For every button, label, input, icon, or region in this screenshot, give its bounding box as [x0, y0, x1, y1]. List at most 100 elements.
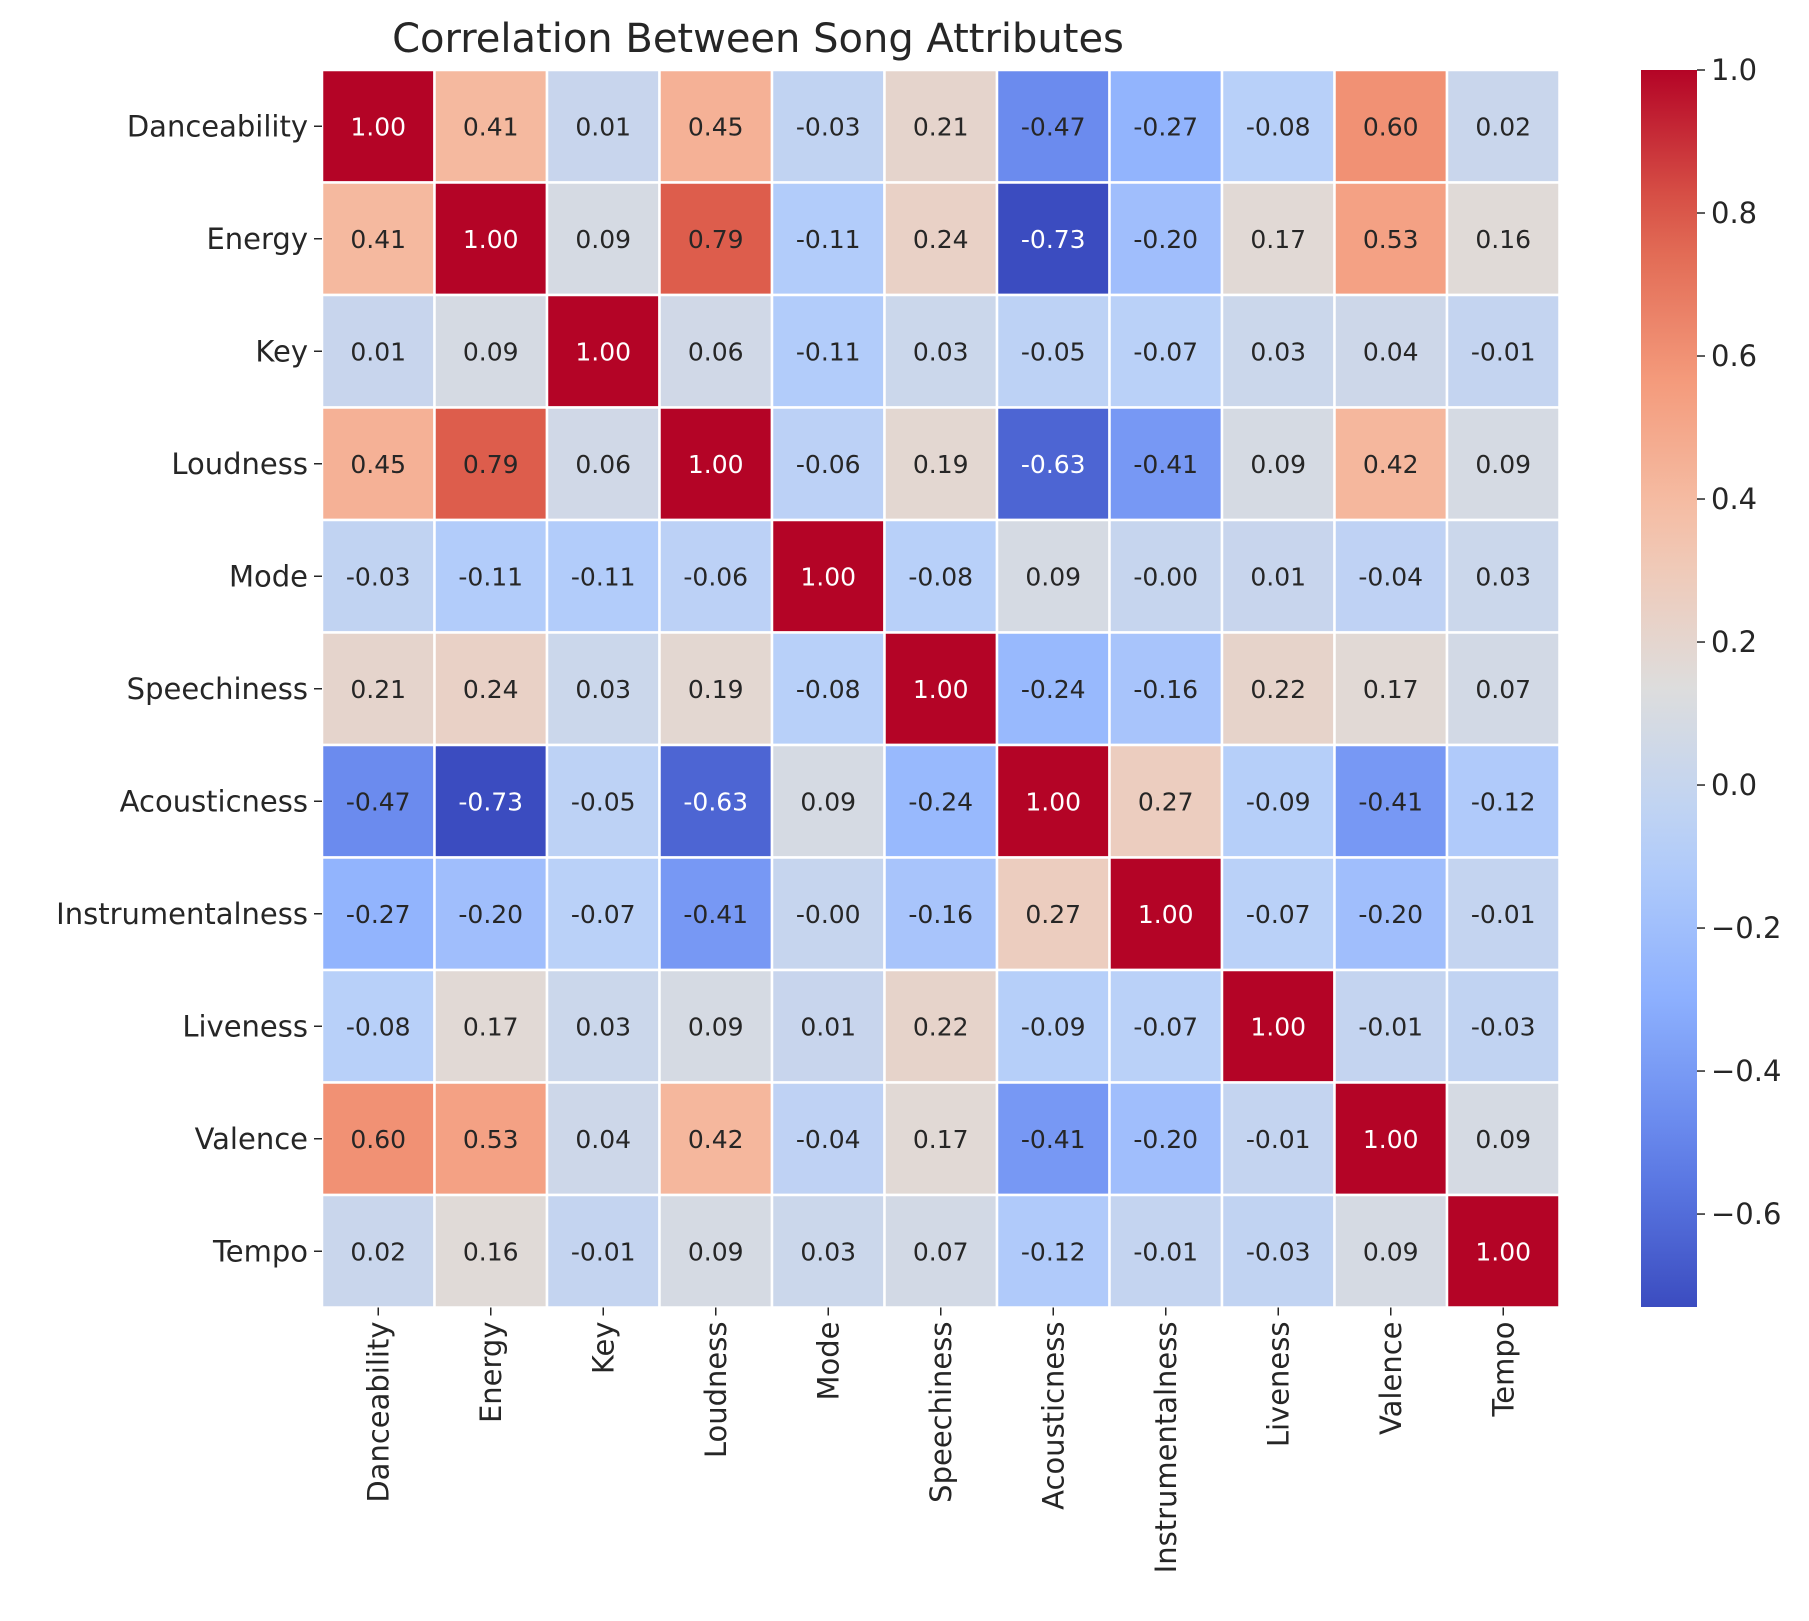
- cell-value-label: -0.01: [1246, 1125, 1311, 1154]
- y-tick-label: Instrumentalness: [56, 897, 308, 931]
- y-tick-label: Danceability: [127, 109, 308, 143]
- cell-value-label: 1.00: [688, 450, 744, 479]
- heatmap-cell: [1333, 743, 1449, 859]
- cell-value-label: 1.00: [800, 562, 856, 591]
- colorbar-tick-label: 0.4: [1711, 482, 1757, 516]
- heatmap-cell: [1220, 181, 1336, 297]
- heatmap-cell: [545, 1081, 661, 1197]
- colorbar-tick-label: 0.8: [1711, 196, 1757, 230]
- x-axis-labels: Danceability Energy Key Loudness Mode Speechi…: [361, 1307, 1520, 1574]
- heatmap-cell: [545, 181, 661, 297]
- cell-value-label: 0.09: [1363, 1237, 1419, 1266]
- cell-value-label: -0.07: [571, 900, 636, 929]
- heatmap-cell: [995, 293, 1111, 409]
- heatmap-cell: [320, 631, 436, 747]
- heatmap-cell: [1108, 181, 1224, 297]
- x-tick-label: Danceability: [361, 1322, 395, 1503]
- heatmap-cell: [658, 1081, 774, 1197]
- cell-value-label: 1.00: [1025, 787, 1081, 816]
- cell-value-label: -0.11: [796, 225, 861, 254]
- heatmap-cell: [1445, 1081, 1561, 1197]
- heatmap-cell: [1108, 968, 1224, 1084]
- heatmap-cell: [770, 1193, 886, 1309]
- heatmap-cell: [1333, 856, 1449, 972]
- cell-value-label: 0.60: [350, 1125, 406, 1154]
- cell-value-label: 0.22: [913, 1012, 969, 1041]
- cell-value-label: 0.22: [1250, 675, 1306, 704]
- heatmap-cell: [883, 1081, 999, 1197]
- cell-value-label: 0.06: [575, 450, 631, 479]
- heatmap-cell: [545, 968, 661, 1084]
- y-tick-label: Key: [255, 334, 308, 368]
- cell-value-label: 1.00: [913, 675, 969, 704]
- cell-value-label: 0.24: [463, 675, 519, 704]
- heatmap-cell: [658, 631, 774, 747]
- heatmap-cell: [995, 518, 1111, 634]
- colorbar-tick-label: 0.0: [1711, 768, 1757, 802]
- heatmap-cell: [1445, 856, 1561, 972]
- cell-value-label: 0.01: [575, 112, 631, 141]
- heatmap-cell: [1333, 68, 1449, 184]
- x-tick-label: Tempo: [1486, 1322, 1520, 1418]
- cell-value-label: 0.09: [575, 225, 631, 254]
- cell-value-label: -0.27: [346, 900, 411, 929]
- cell-value-label: -0.73: [458, 787, 523, 816]
- cell-value-label: 1.00: [350, 112, 406, 141]
- cell-value-label: -0.20: [1133, 225, 1198, 254]
- cell-value-label: -0.03: [1471, 1012, 1536, 1041]
- cell-value-label: 0.60: [1363, 112, 1419, 141]
- cell-value-label: 0.07: [1475, 675, 1531, 704]
- cell-value-label: -0.63: [683, 787, 748, 816]
- cell-value-label: 1.00: [1138, 900, 1194, 929]
- cell-value-label: -0.01: [1133, 1237, 1198, 1266]
- heatmap-cell: [545, 406, 661, 522]
- heatmap-cell: [1445, 406, 1561, 522]
- heatmap-cell: [1445, 293, 1561, 409]
- cell-value-label: 0.01: [1250, 562, 1306, 591]
- cell-value-label: 1.00: [1363, 1125, 1419, 1154]
- y-tick-label: Tempo: [212, 1234, 308, 1268]
- heatmap-cell: [995, 406, 1111, 522]
- cell-value-label: 0.17: [1250, 225, 1306, 254]
- cell-value-label: 0.19: [913, 450, 969, 479]
- cell-value-label: -0.04: [1358, 562, 1423, 591]
- x-tick-label: Valence: [1374, 1322, 1408, 1435]
- colorbar-ticks: 1.0 0.8 0.6 0.4 0.2 0.0 −0.2 −0.4 −0.6: [1697, 53, 1781, 1231]
- cell-value-label: 1.00: [463, 225, 519, 254]
- heatmap-cell: [320, 968, 436, 1084]
- cell-value-label: -0.09: [1246, 787, 1311, 816]
- colorbar-tick-label: 0.6: [1711, 339, 1757, 373]
- cell-value-label: -0.08: [346, 1012, 411, 1041]
- heatmap-cell: [995, 743, 1111, 859]
- cell-value-label: 0.53: [463, 1125, 519, 1154]
- cell-value-label: -0.05: [571, 787, 636, 816]
- x-tick-label: Instrumentalness: [1149, 1322, 1183, 1574]
- cell-value-label: 0.01: [350, 337, 406, 366]
- heatmap-cell: [1220, 406, 1336, 522]
- cell-value-label: 0.01: [800, 1012, 856, 1041]
- heatmap-cell: [1445, 181, 1561, 297]
- cell-value-label: 0.02: [350, 1237, 406, 1266]
- heatmap-cells: 1.00 0.41 0.01 0.45 -0.03 0.21 -0.47 -0.27 -0.08…: [320, 68, 1561, 1309]
- heatmap-cell: [1108, 68, 1224, 184]
- cell-value-label: -0.07: [1133, 1012, 1198, 1041]
- x-tick-label: Mode: [811, 1322, 845, 1401]
- cell-value-label: -0.41: [683, 900, 748, 929]
- heatmap-cell: [545, 518, 661, 634]
- cell-value-label: 0.04: [1363, 337, 1419, 366]
- cell-value-label: 0.79: [463, 450, 519, 479]
- cell-value-label: 0.41: [463, 112, 519, 141]
- heatmap-cell: [995, 968, 1111, 1084]
- cell-value-label: -0.07: [1133, 337, 1198, 366]
- y-tick-label: Loudness: [171, 447, 308, 481]
- x-tick-label: Speechiness: [924, 1322, 958, 1503]
- cell-value-label: -0.08: [1246, 112, 1311, 141]
- cell-value-label: -0.00: [796, 900, 861, 929]
- cell-value-label: -0.24: [1021, 675, 1086, 704]
- heatmap-cell: [433, 68, 549, 184]
- cell-value-label: -0.20: [458, 900, 523, 929]
- heatmap-cell: [1445, 1193, 1561, 1309]
- cell-value-label: 0.21: [350, 675, 406, 704]
- colorbar-tick-label: 1.0: [1711, 53, 1757, 87]
